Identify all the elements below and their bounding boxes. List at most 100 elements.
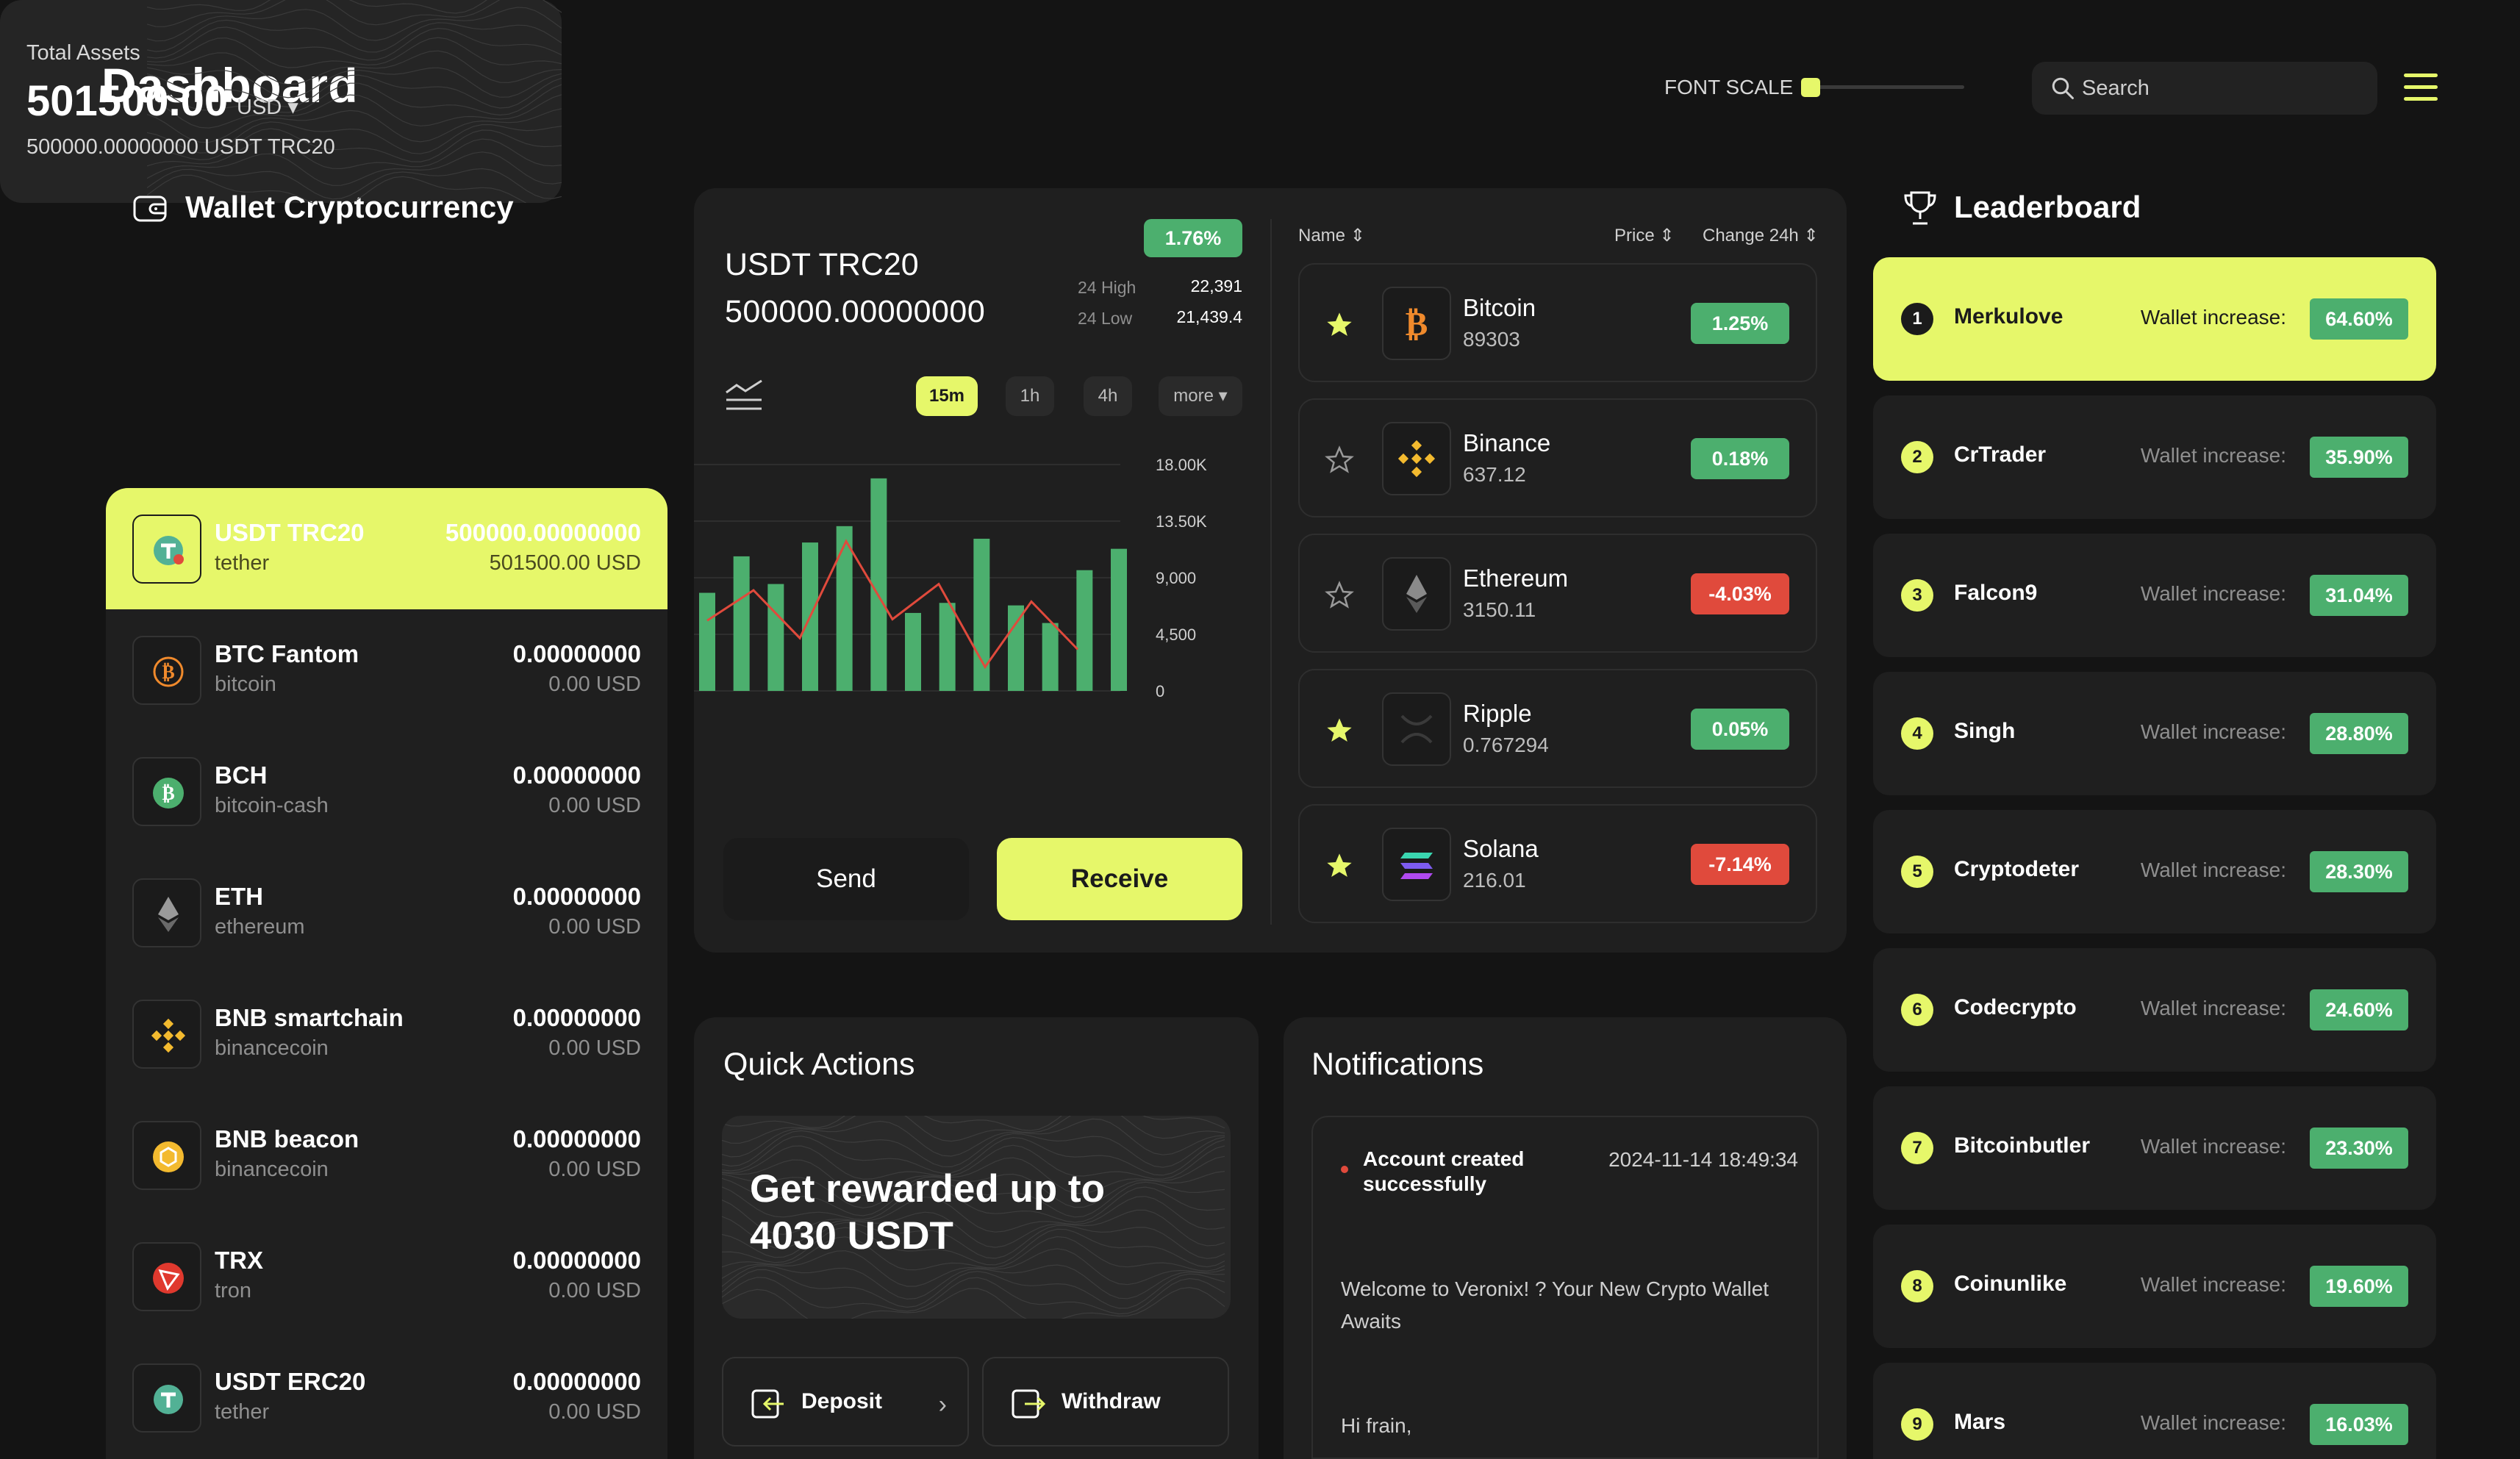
coin-row-usdt-erc20[interactable]: USDT ERC20 tether 0.00000000 0.00 USD [106,1337,667,1458]
coin-row-bnb-smartchain[interactable]: BNB smartchain binancecoin 0.00000000 0.… [106,973,667,1094]
coin-subtitle: tether [215,1400,270,1424]
rank-badge: 5 [1901,856,1933,888]
tron-icon [132,1242,201,1311]
send-button[interactable]: Send [723,838,969,920]
search-icon [2052,77,2074,99]
increase-badge: 64.60% [2310,298,2408,340]
user-name: Merkulove [1954,304,2063,329]
timeframe-1h[interactable]: 1h [1006,376,1054,416]
rank-badge: 2 [1901,441,1933,473]
notifications-panel: Notifications Account created successful… [1284,1017,1847,1459]
bitcoin-cash-icon: ₿ [132,757,201,826]
svg-text:₿: ₿ [1406,304,1428,343]
market-row-solana[interactable]: Solana 216.01 -7.14% [1298,804,1817,923]
coin-usd: 0.00 USD [548,915,641,939]
wallet-increase-label: Wallet increase: [2140,1135,2286,1158]
chart-bar [1111,548,1127,691]
coin-row-bnb-beacon[interactable]: BNB beacon binancecoin 0.00000000 0.00 U… [106,1094,667,1216]
leaderboard-row[interactable]: 4 Singh Wallet increase: 28.80% [1873,672,2436,795]
deposit-label: Deposit [801,1389,883,1413]
coin-amount: 0.00000000 [512,1247,641,1274]
font-scale-handle[interactable] [1801,78,1820,97]
increase-badge: 28.80% [2310,713,2408,754]
withdraw-label: Withdraw [1062,1389,1161,1413]
unread-dot [1341,1166,1348,1173]
user-name: Falcon9 [1954,581,2038,605]
withdraw-button[interactable]: Withdraw [982,1357,1229,1447]
star-outline-icon[interactable] [1325,581,1354,610]
leaderboard-row[interactable]: 6 Codecrypto Wallet increase: 24.60% [1873,948,2436,1072]
coin-name: Binance [1463,429,1551,456]
coin-usd: 0.00 USD [548,1279,641,1302]
high-label: 24 High [1078,278,1136,297]
quick-actions-panel: Quick Actions Get rewarded up to 4030 US… [694,1017,1259,1459]
sort-change[interactable]: Change 24h ⇕ [1703,226,1819,245]
star-filled-icon[interactable] [1325,716,1354,745]
search-input[interactable] [2080,72,2360,104]
timeframe-15m[interactable]: 15m [916,376,978,416]
sort-price[interactable]: Price ⇕ [1614,226,1675,245]
user-name: Codecrypto [1954,995,2077,1019]
coin-row-usdt-trc20[interactable]: USDT TRC20 tether 500000.00000000 501500… [106,488,667,609]
rank-badge: 9 [1901,1408,1933,1441]
star-filled-icon[interactable] [1325,310,1354,340]
market-row-binance[interactable]: Binance 637.12 0.18% [1298,398,1817,517]
y-tick-label: 13.50K [1156,512,1207,531]
star-filled-icon[interactable] [1325,851,1354,881]
ethereum-icon [1382,557,1451,631]
chart-bar [905,612,921,691]
rank-badge: 4 [1901,717,1933,750]
change-badge: 1.76% [1144,219,1242,257]
bnb-icon [1382,422,1451,495]
chart-bar [1042,623,1059,691]
font-scale-label: FONT SCALE [1664,76,1794,98]
sort-name[interactable]: Name ⇕ [1298,226,1365,245]
wallet-increase-label: Wallet increase: [2140,1411,2286,1434]
timeframe-4h[interactable]: 4h [1084,376,1132,416]
coin-row-bch[interactable]: ₿ BCH bitcoin-cash 0.00000000 0.00 USD [106,731,667,852]
market-row-bitcoin[interactable]: ₿ Bitcoin 89303 1.25% [1298,263,1817,382]
coin-amount: 0.00000000 [512,1368,641,1395]
solana-icon [1382,828,1451,901]
low-label: 24 Low [1078,309,1133,328]
y-tick-label: 18.00K [1156,456,1207,474]
coin-name: Bitcoin [1463,294,1536,321]
market-row-ripple[interactable]: Ripple 0.767294 0.05% [1298,669,1817,788]
notification-heading: Account created successfully [1363,1147,1525,1195]
search-box[interactable] [2032,62,2377,115]
star-outline-icon[interactable] [1325,445,1354,475]
chart-type-icon[interactable] [723,378,765,413]
notification-greeting: Hi frain, [1341,1414,1412,1437]
coin-amount: 0.00000000 [512,761,641,789]
coin-row-btc-fantom[interactable]: ₿ BTC Fantom bitcoin 0.00000000 0.00 USD [106,609,667,731]
coin-amount: 0.00000000 [512,1125,641,1152]
promo-banner[interactable]: Get rewarded up to 4030 USDT [722,1116,1231,1319]
notification-item[interactable]: Account created successfully 2024-11-14 … [1311,1116,1819,1459]
coin-usd: 0.00 USD [548,673,641,696]
timeframe-more[interactable]: more ▾ [1159,376,1242,416]
coin-amount: 0.00000000 [512,883,641,910]
menu-icon[interactable] [2399,71,2444,104]
coin-usd: 0.00 USD [548,1400,641,1424]
coin-row-trx[interactable]: TRX tron 0.00000000 0.00 USD [106,1216,667,1337]
leaderboard-row[interactable]: 1 Merkulove Wallet increase: 64.60% [1873,257,2436,381]
leaderboard-row[interactable]: 7 Bitcoinbutler Wallet increase: 23.30% [1873,1086,2436,1210]
leaderboard-row[interactable]: 2 CrTrader Wallet increase: 35.90% [1873,395,2436,519]
receive-button[interactable]: Receive [997,838,1242,920]
coin-name: ETH [215,883,263,910]
leaderboard-row[interactable]: 8 Coinunlike Wallet increase: 19.60% [1873,1225,2436,1348]
currency-select[interactable]: USD ▾ [237,96,298,119]
deposit-button[interactable]: Deposit › [722,1357,969,1447]
user-name: Bitcoinbutler [1954,1133,2090,1158]
coin-row-eth[interactable]: ETH ethereum 0.00000000 0.00 USD [106,852,667,973]
leaderboard-row[interactable]: 3 Falcon9 Wallet increase: 31.04% [1873,534,2436,657]
chart-bar [699,592,715,691]
market-row-ethereum[interactable]: Ethereum 3150.11 -4.03% [1298,534,1817,653]
increase-badge: 24.60% [2310,989,2408,1030]
coin-name: Ripple [1463,700,1532,727]
leaderboard-row[interactable]: 5 Cryptodeter Wallet increase: 28.30% [1873,810,2436,933]
leaderboard-row[interactable]: 9 Mars Wallet increase: 16.03% [1873,1363,2436,1459]
font-scale-slider[interactable] [1804,85,1964,89]
user-name: Singh [1954,719,2016,743]
coin-price: 3150.11 [1463,598,1536,621]
